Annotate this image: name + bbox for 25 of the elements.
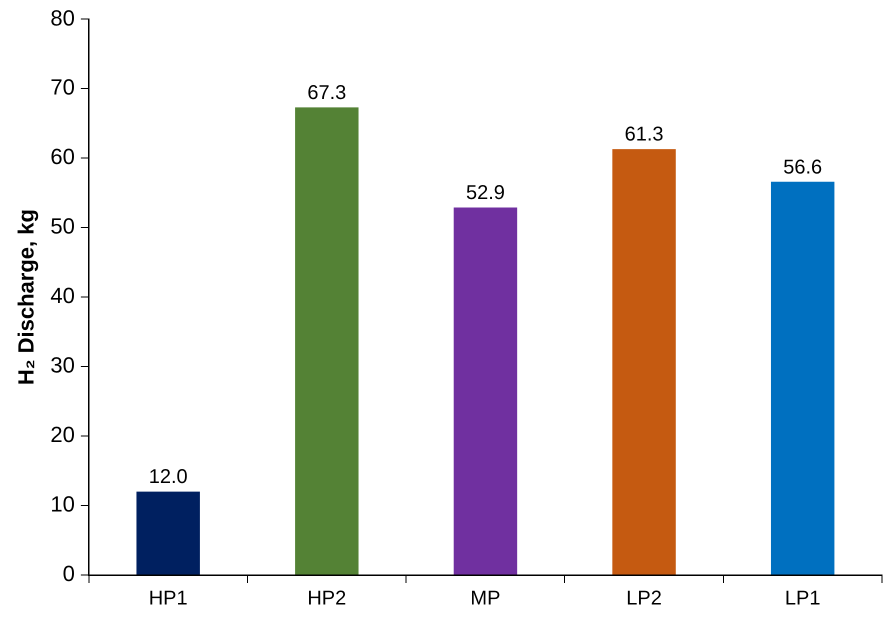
data-label: 56.6	[783, 156, 822, 178]
bar	[770, 182, 834, 574]
x-tick-label: LP1	[784, 588, 820, 610]
y-tick-label: 30	[50, 352, 75, 378]
y-tick-label: 0	[62, 561, 75, 586]
data-label: 61.3	[624, 124, 664, 146]
bar	[295, 107, 359, 574]
x-tick-label: HP2	[307, 588, 346, 610]
y-axis-title: H₂ Discharge, kg	[13, 209, 38, 386]
y-tick-label: 60	[50, 144, 75, 170]
y-tick-label: 40	[50, 283, 75, 308]
x-tick-label: HP1	[148, 588, 188, 610]
y-tick-label: 20	[50, 422, 75, 448]
bar	[612, 149, 676, 574]
data-label: 52.9	[466, 182, 505, 204]
bar	[136, 492, 200, 574]
bar	[454, 207, 518, 574]
y-tick-label: 10	[50, 492, 75, 517]
data-label: 67.3	[307, 82, 346, 104]
y-tick-label: 70	[50, 74, 75, 100]
x-tick-label: LP2	[626, 588, 662, 610]
data-label: 12.0	[148, 466, 188, 488]
y-tick-label: 50	[50, 214, 75, 239]
x-tick-label: MP	[470, 588, 500, 610]
y-tick-label: 80	[50, 5, 75, 30]
